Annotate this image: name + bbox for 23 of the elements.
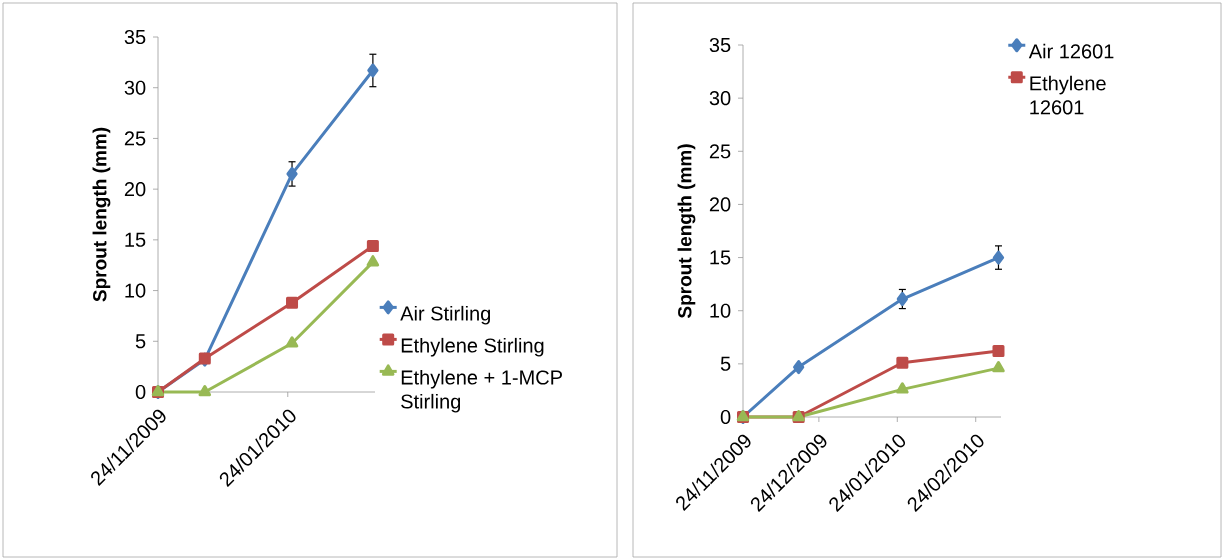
y-tick-label: 30 bbox=[709, 91, 731, 106]
y-tick-label: 25 bbox=[709, 144, 731, 159]
y-tick-label: 35 bbox=[709, 37, 731, 53]
y-axis-title: Sprout length (mm) bbox=[92, 127, 111, 302]
y-tick-label: 25 bbox=[124, 131, 146, 146]
y-tick-label: 5 bbox=[720, 356, 731, 371]
y-tick-label: 10 bbox=[125, 283, 146, 298]
y-tick-label: 10 bbox=[710, 303, 731, 318]
y-tick-label: 20 bbox=[124, 182, 146, 197]
y-tick-label: 0 bbox=[720, 409, 731, 425]
legend-label: Air 12601 bbox=[1028, 43, 1114, 59]
y-axis-title: Sprout length (mm) bbox=[677, 144, 696, 319]
legend-label: Ethylene + 1-MCP Stirling bbox=[401, 369, 562, 413]
y-tick-label: 5 bbox=[135, 334, 146, 349]
legend-label: Ethylene Stirling bbox=[401, 337, 544, 357]
y-tick-label: 15 bbox=[710, 250, 731, 265]
y-tick-label: 15 bbox=[125, 232, 146, 247]
y-tick-label: 35 bbox=[124, 29, 146, 45]
y-tick-label: 20 bbox=[709, 197, 731, 212]
y-tick-label: 30 bbox=[124, 80, 146, 95]
y-tick-label: 0 bbox=[135, 384, 146, 400]
legend-label: Ethylene 12601 bbox=[1030, 75, 1106, 115]
legend-label: Air Stirling bbox=[400, 305, 490, 325]
